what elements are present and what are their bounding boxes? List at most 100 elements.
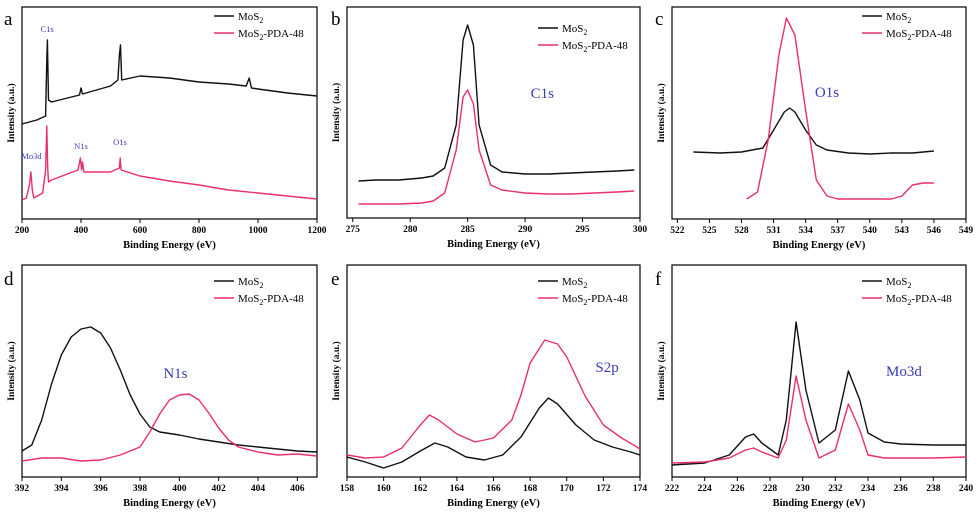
y-axis-label: Intensity (a.u.) bbox=[331, 341, 342, 400]
x-tick-label: 158 bbox=[340, 484, 355, 494]
legend-label-mos2: MoS2 bbox=[886, 11, 911, 25]
x-tick-label: 404 bbox=[251, 484, 266, 494]
x-tick-label: 174 bbox=[633, 484, 648, 494]
x-tick-label: 1000 bbox=[249, 226, 268, 236]
x-tick-label: 222 bbox=[665, 484, 680, 494]
y-axis-label: Intensity (a.u.) bbox=[656, 83, 667, 142]
x-tick-label: 546 bbox=[927, 226, 942, 236]
legend: MoS2 MoS2-PDA-48 bbox=[214, 276, 304, 307]
x-tick-label: 522 bbox=[670, 226, 685, 236]
series-line-mos2 bbox=[22, 39, 317, 125]
x-tick-label: 396 bbox=[94, 484, 109, 494]
series-line-mos2-pda-48 bbox=[358, 89, 635, 205]
x-tick-label: 525 bbox=[702, 226, 717, 236]
legend-label-mos2-pda-48: MoS2-PDA-48 bbox=[238, 293, 304, 307]
legend: MoS2 MoS2-PDA-48 bbox=[862, 276, 952, 307]
panel-c: 522 525 528 531 534 537 540 543 546 549 Binding En… bbox=[655, 6, 973, 251]
panel-e: 158 160 162 164 166 168 170 172 174 Binding Energ… bbox=[331, 264, 648, 509]
x-tick-label: 234 bbox=[861, 484, 876, 494]
panel-b: 275 280 285 290 295 300 Binding Energy (eV) Int… bbox=[331, 6, 648, 250]
y-axis-label: Intensity (a.u.) bbox=[331, 83, 342, 142]
x-tick-label: 226 bbox=[730, 484, 745, 494]
x-tick-label: 285 bbox=[461, 225, 476, 235]
series-line-mos2 bbox=[22, 326, 317, 453]
x-tick-label: 398 bbox=[133, 484, 148, 494]
plot-frame bbox=[21, 6, 318, 220]
x-tick-label: 600 bbox=[133, 226, 148, 236]
x-tick-label: 540 bbox=[863, 226, 878, 236]
x-tick-label: 1200 bbox=[308, 226, 327, 236]
x-axis-label: Binding Energy (eV) bbox=[447, 498, 540, 509]
x-tick-label: 543 bbox=[895, 226, 910, 236]
peak-annotation: N1s bbox=[74, 141, 88, 151]
series-line-mos2-pda-48 bbox=[22, 125, 317, 201]
legend: MoS2 MoS2-PDA-48 bbox=[862, 11, 952, 42]
panel-a: 200 400 600 800 1000 1200 Binding Energy (eV) I… bbox=[4, 6, 327, 251]
series-line-mos2-pda-48 bbox=[22, 393, 317, 462]
plot-frame bbox=[346, 6, 641, 219]
panel-letter: f bbox=[655, 269, 662, 290]
legend-label-mos2: MoS2 bbox=[238, 11, 263, 25]
x-tick-label: 160 bbox=[377, 484, 392, 494]
x-tick-label: 402 bbox=[212, 484, 227, 494]
x-tick-label: 280 bbox=[403, 225, 418, 235]
panel-f: 222 224 226 228 230 232 234 236 238 240 Binding En… bbox=[655, 264, 973, 509]
x-tick-label: 537 bbox=[831, 226, 846, 236]
x-axis-label: Binding Energy (eV) bbox=[123, 498, 216, 509]
x-tick-label: 168 bbox=[523, 484, 538, 494]
x-tick-label: 200 bbox=[15, 226, 30, 236]
legend-label-mos2: MoS2 bbox=[562, 23, 587, 37]
x-tick-label: 534 bbox=[799, 226, 814, 236]
series-line-mos2 bbox=[358, 24, 635, 182]
x-tick-label: 394 bbox=[54, 484, 69, 494]
x-tick-label: 230 bbox=[796, 484, 811, 494]
x-tick-label: 228 bbox=[763, 484, 778, 494]
x-axis-label: Binding Energy (eV) bbox=[447, 239, 540, 250]
x-axis-label: Binding Energy (eV) bbox=[773, 240, 866, 251]
legend: MoS2 MoS2-PDA-48 bbox=[538, 23, 628, 54]
series-line-mos2-pda-48 bbox=[347, 339, 640, 459]
legend-label-mos2: MoS2 bbox=[886, 276, 911, 290]
series-line-mos2 bbox=[347, 397, 640, 469]
x-tick-label: 300 bbox=[633, 225, 648, 235]
panel-letter: c bbox=[655, 9, 663, 30]
plot-frame bbox=[671, 6, 967, 220]
peak-annotation: C1s bbox=[531, 86, 555, 102]
legend-label-mos2-pda-48: MoS2-PDA-48 bbox=[886, 28, 952, 42]
peak-annotation: S2p bbox=[595, 360, 618, 376]
plot-frame bbox=[671, 264, 967, 478]
legend-label-mos2-pda-48: MoS2-PDA-48 bbox=[562, 40, 628, 54]
y-axis-label: Intensity (a.u.) bbox=[6, 83, 17, 142]
x-tick-label: 400 bbox=[172, 484, 187, 494]
x-tick-label: 392 bbox=[15, 484, 30, 494]
x-tick-label: 295 bbox=[575, 225, 590, 235]
series-line-mos2-pda-48 bbox=[672, 375, 966, 464]
legend-label-mos2: MoS2 bbox=[238, 276, 263, 290]
x-tick-label: 290 bbox=[518, 225, 533, 235]
x-tick-label: 800 bbox=[192, 226, 207, 236]
y-axis-label: Intensity (a.u.) bbox=[656, 341, 667, 400]
x-axis-label: Binding Energy (eV) bbox=[773, 498, 866, 509]
x-tick-label: 224 bbox=[698, 484, 713, 494]
series-line-mos2 bbox=[672, 321, 966, 466]
peak-annotation: C1s bbox=[40, 24, 53, 34]
y-axis-label: Intensity (a.u.) bbox=[6, 341, 17, 400]
x-tick-label: 164 bbox=[450, 484, 465, 494]
x-tick-label: 236 bbox=[894, 484, 909, 494]
peak-annotation: Mo3d bbox=[21, 151, 42, 161]
x-tick-label: 172 bbox=[596, 484, 611, 494]
x-tick-label: 528 bbox=[734, 226, 749, 236]
x-tick-label: 238 bbox=[926, 484, 941, 494]
panel-letter: b bbox=[331, 9, 341, 30]
peak-annotation: Mo3d bbox=[886, 364, 922, 380]
x-tick-label: 406 bbox=[290, 484, 305, 494]
panel-letter: d bbox=[4, 269, 14, 290]
x-tick-label: 275 bbox=[346, 225, 361, 235]
peak-annotation: O1s bbox=[113, 137, 127, 147]
x-tick-label: 166 bbox=[486, 484, 501, 494]
plot-frame bbox=[21, 264, 318, 478]
panel-d: 392 394 396 398 400 402 404 406 Binding Energy (… bbox=[4, 264, 318, 509]
x-tick-label: 531 bbox=[766, 226, 781, 236]
peak-annotation: O1s bbox=[815, 85, 839, 101]
